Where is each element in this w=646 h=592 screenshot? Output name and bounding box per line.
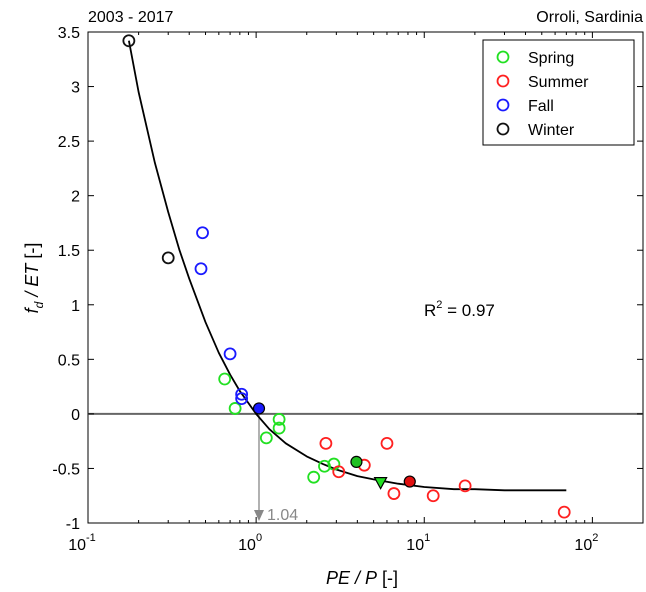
y-tick-label: -0.5 — [52, 461, 80, 478]
legend-marker-fall — [496, 98, 510, 112]
x-tick-label: 100 — [238, 532, 262, 554]
data-point-summer — [387, 487, 401, 500]
data-point-spring — [218, 372, 232, 386]
x-tick-label: 10-1 — [68, 532, 96, 554]
data-point-summer — [319, 436, 333, 450]
data-point-spring — [272, 421, 286, 435]
y-tick-label: 0.5 — [58, 352, 80, 369]
legend-label-fall: Fall — [528, 98, 554, 115]
data-point-fall — [223, 347, 237, 361]
y-tick-label: 3.5 — [58, 25, 80, 42]
legend: Spring Summer Fall Winter — [482, 39, 635, 146]
data-point-summer — [458, 479, 472, 493]
data-point-winter — [161, 251, 175, 265]
highlight-point — [403, 475, 416, 488]
r-squared-value: = 0.97 — [442, 301, 494, 320]
highlight-point — [350, 455, 363, 468]
r-squared-symbol: R — [424, 301, 436, 320]
data-point-spring — [318, 459, 331, 473]
y-tick-label: -1 — [66, 516, 80, 533]
y-tick-label: 0 — [71, 407, 80, 424]
highlight-point — [252, 402, 266, 415]
y-tick-label: 3 — [71, 80, 80, 97]
x-tick-label: 102 — [574, 532, 598, 554]
highlight-point-triangle — [373, 477, 388, 490]
fit-curve — [128, 40, 567, 492]
x-tick-label: 101 — [406, 532, 430, 554]
data-point-summer — [426, 489, 440, 503]
legend-marker-winter — [496, 122, 510, 136]
data-point-summer — [557, 505, 571, 519]
legend-marker-summer — [496, 74, 510, 88]
y-axis-label: fd / ET [-] — [22, 243, 46, 314]
data-point-fall — [235, 392, 249, 406]
legend-label-spring: Spring — [528, 50, 574, 67]
y-tick-label: 2.5 — [58, 134, 80, 151]
data-point-spring — [228, 402, 242, 415]
data-point-spring — [272, 412, 286, 426]
period-label: 2003 - 2017 — [88, 9, 174, 26]
data-point-winter — [122, 34, 136, 48]
y-tick-label: 1 — [71, 298, 80, 315]
data-point-spring — [259, 431, 273, 445]
legend-label-winter: Winter — [528, 122, 575, 139]
y-tick-label: 2 — [71, 189, 80, 206]
data-point-summer — [380, 436, 394, 450]
data-point-fall — [196, 226, 209, 240]
r-squared-exponent: 2 — [436, 299, 442, 311]
legend-label-summer: Summer — [528, 74, 589, 91]
r-squared-label: R2 = 0.97 — [424, 299, 495, 320]
threshold-arrow-icon — [253, 510, 264, 521]
location-label: Orroli, Sardinia — [536, 9, 643, 26]
legend-marker-spring — [496, 50, 510, 64]
data-point-summer — [332, 465, 346, 479]
y-tick-label: 1.5 — [58, 243, 80, 260]
x-axis-label: PE / P [-] — [326, 568, 398, 588]
data-point-spring — [307, 470, 321, 484]
threshold-value-label: 1.04 — [267, 507, 298, 524]
data-point-fall — [194, 262, 208, 276]
data-point-fall — [235, 387, 249, 401]
